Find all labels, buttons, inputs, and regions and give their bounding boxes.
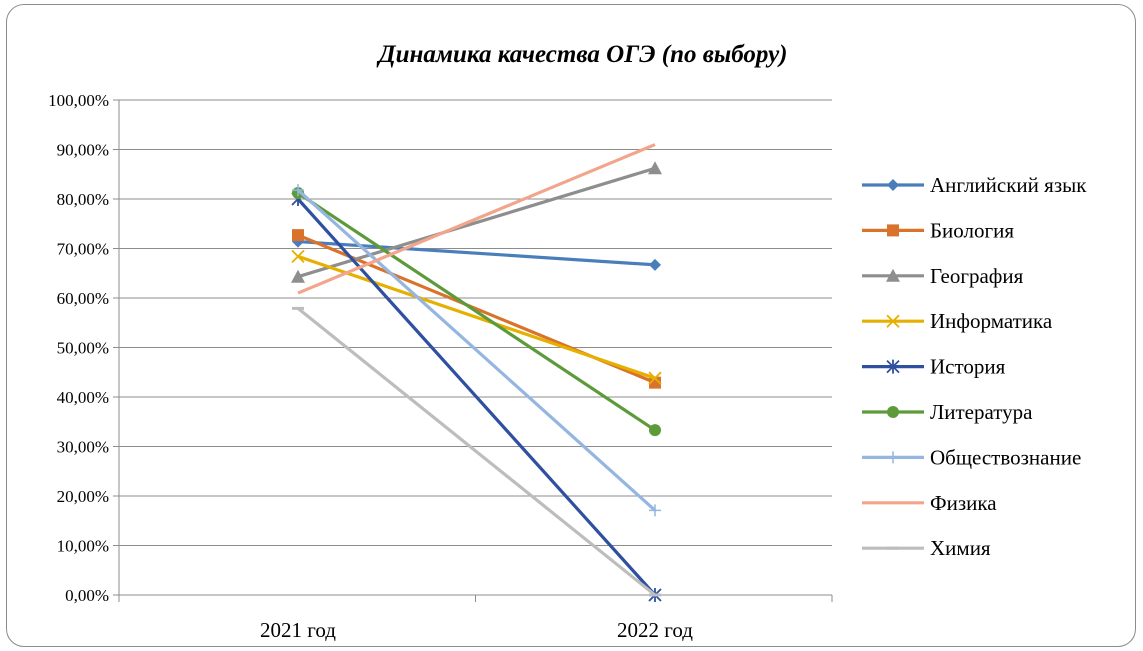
series-line	[297, 166, 656, 279]
legend-item: Физика	[862, 491, 997, 515]
legend-label: Биология	[930, 218, 1014, 242]
data-point	[649, 504, 661, 517]
series-line	[297, 191, 656, 432]
legend-item: Химия	[862, 536, 991, 560]
data-point	[292, 229, 304, 242]
legend-item: Английский язык	[862, 173, 1087, 197]
x-tick-label: 2021 год	[260, 618, 336, 642]
series-group	[291, 143, 662, 602]
chart-title: Динамика качества ОГЭ (по выбору)	[377, 41, 788, 68]
legend-item: Обществознание	[862, 445, 1081, 469]
axes: 0,00% 10,00% 20,00% 30,00% 40,00% 50,00% 60,00…	[48, 91, 833, 642]
data-point	[649, 424, 661, 437]
series-3	[291, 161, 662, 283]
x-tick-label: 2022 год	[617, 618, 693, 642]
legend-item: Информатика	[862, 309, 1053, 333]
data-point	[886, 268, 900, 282]
legend-label: Обществознание	[930, 445, 1081, 469]
series-line	[296, 188, 657, 512]
legend-label: Химия	[930, 536, 991, 560]
series-line	[296, 197, 657, 597]
legend-item: Биология	[862, 218, 1014, 242]
data-point	[648, 371, 662, 385]
data-point	[649, 376, 661, 389]
y-tick-label: 30,00%	[57, 438, 109, 457]
legend-label: Физика	[930, 491, 997, 515]
legend-label: История	[930, 355, 1006, 379]
y-tick-label: 70,00%	[57, 240, 109, 259]
data-point	[291, 269, 305, 283]
data-point	[887, 406, 899, 418]
legend-item: Литература	[862, 400, 1033, 424]
y-tick-label: 40,00%	[57, 388, 109, 407]
series-line	[296, 307, 657, 597]
data-point	[291, 249, 305, 264]
y-tick-label: 100,00%	[48, 91, 109, 110]
series-4	[291, 249, 662, 385]
data-point	[886, 359, 900, 374]
legend-item: История	[862, 355, 1006, 379]
data-point	[292, 184, 304, 197]
legend-label: География	[930, 264, 1024, 288]
y-tick-label: 90,00%	[57, 141, 109, 160]
data-point	[648, 161, 662, 175]
y-tick-label: 80,00%	[57, 190, 109, 209]
data-point	[887, 451, 899, 464]
y-tick-label: 10,00%	[57, 537, 109, 556]
legend-item: География	[862, 264, 1024, 288]
legend-label: Английский язык	[930, 173, 1087, 197]
y-tick-label: 50,00%	[57, 339, 109, 358]
series-line	[297, 143, 656, 295]
series-line	[297, 254, 656, 380]
series-8	[297, 143, 656, 295]
chart-frame	[6, 4, 1136, 647]
data-point	[649, 258, 661, 271]
gridlines	[119, 99, 832, 546]
y-tick-label: 0,00%	[65, 586, 109, 605]
series-9	[292, 306, 661, 597]
data-point	[887, 179, 899, 191]
series-7	[292, 184, 661, 517]
legend-label: Литература	[930, 400, 1033, 424]
y-tick-label: 60,00%	[57, 289, 109, 308]
legend: Английский язык Биология География Информат…	[862, 173, 1087, 560]
data-point	[886, 314, 900, 328]
y-tick-label: 20,00%	[57, 487, 109, 506]
data-point	[887, 224, 899, 237]
legend-label: Информатика	[930, 309, 1053, 333]
